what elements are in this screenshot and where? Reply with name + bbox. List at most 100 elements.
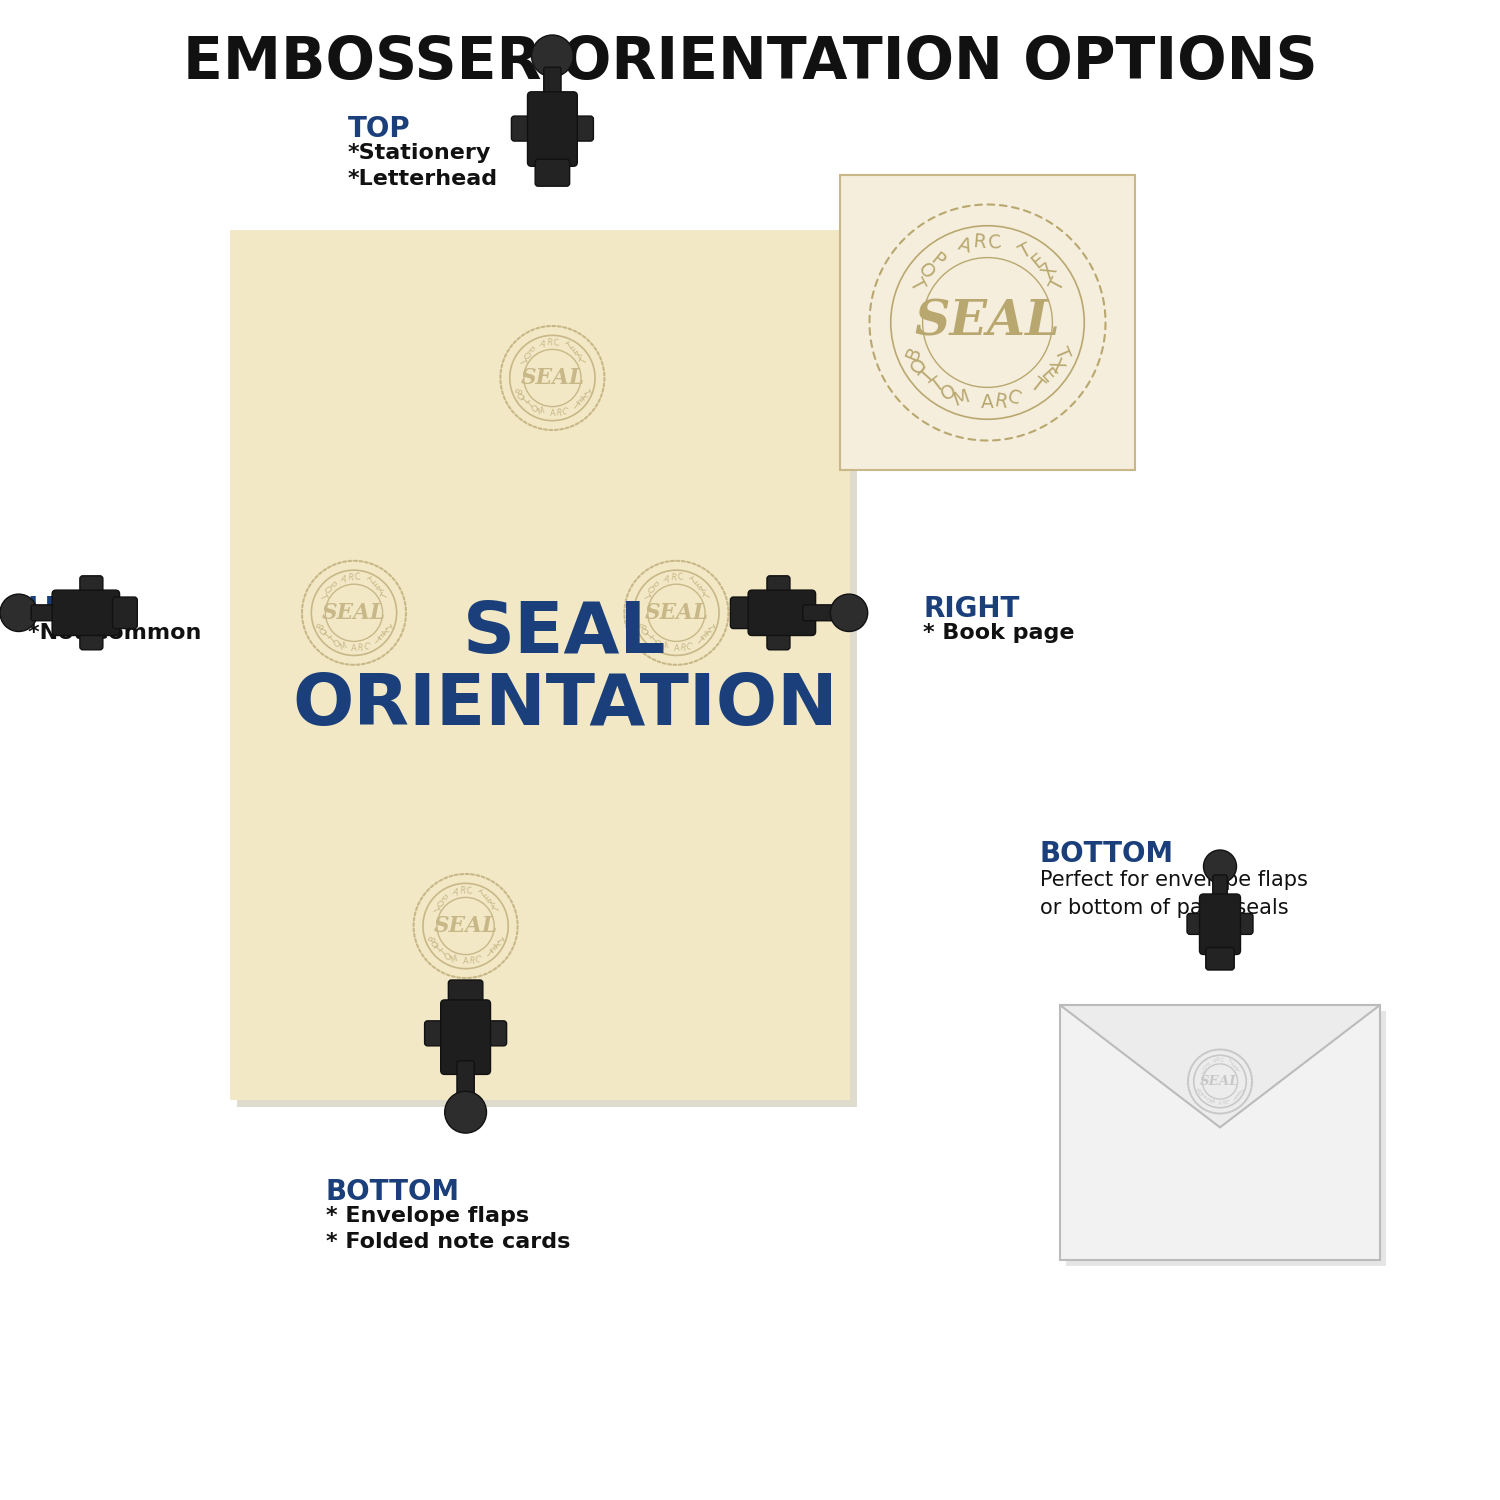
Text: *Not Common: *Not Common [28,622,201,644]
Text: T: T [440,948,448,958]
Text: R: R [669,573,676,582]
Text: X: X [700,627,711,636]
Text: T: T [579,357,588,366]
FancyBboxPatch shape [80,576,104,650]
Text: T: T [702,592,712,600]
Text: T: T [906,274,928,294]
Text: P: P [525,345,534,355]
Text: O: O [938,381,960,405]
Text: T: T [1228,1059,1233,1065]
Text: X: X [378,627,388,636]
Text: * Envelope flaps: * Envelope flaps [326,1206,528,1225]
FancyBboxPatch shape [230,230,850,1100]
Text: T: T [1202,1094,1206,1100]
Text: RIGHT: RIGHT [924,596,1020,622]
Text: T: T [693,636,703,645]
Text: X: X [1234,1065,1240,1071]
Text: C: C [988,232,1004,252]
Text: *Stationery: *Stationery [348,142,490,164]
Text: T: T [580,387,590,396]
Text: * Folded note cards: * Folded note cards [326,1232,570,1252]
Text: O: O [531,404,540,414]
Text: A: A [1212,1058,1216,1064]
Text: R: R [972,232,987,252]
Text: T: T [429,904,439,914]
Text: A: A [549,410,555,419]
FancyBboxPatch shape [1186,914,1252,934]
Text: T: T [688,576,698,586]
Polygon shape [1060,1005,1380,1128]
FancyBboxPatch shape [32,604,64,621]
FancyBboxPatch shape [840,176,1136,470]
Text: R: R [555,408,562,419]
Text: SEAL: SEAL [322,602,386,624]
Text: C: C [676,573,682,582]
Text: T: T [478,890,486,900]
FancyBboxPatch shape [536,159,570,186]
Text: SEAL: SEAL [1200,1076,1240,1088]
Text: T: T [381,622,392,630]
Text: O: O [640,627,652,638]
Text: E: E [1233,1094,1239,1100]
Text: O: O [1206,1098,1212,1104]
Text: E: E [570,345,579,355]
FancyBboxPatch shape [528,92,578,166]
Text: A: A [674,644,680,652]
Text: P: P [650,580,658,591]
Text: X: X [1044,356,1066,376]
Text: T: T [525,400,536,411]
Text: P: P [926,249,946,272]
Text: T: T [1198,1068,1203,1074]
Text: O: O [644,585,654,596]
Circle shape [531,34,573,76]
FancyBboxPatch shape [802,604,837,621]
Text: M: M [536,406,546,417]
FancyBboxPatch shape [237,237,856,1107]
Text: T: T [483,948,492,958]
Text: T: T [327,636,338,645]
Text: TOP: TOP [348,116,410,142]
FancyBboxPatch shape [730,597,754,628]
Text: O: O [432,898,444,909]
Text: R: R [357,644,363,652]
Text: P: P [438,894,448,903]
Text: R: R [348,573,354,582]
Text: E: E [1232,1062,1236,1068]
Text: O: O [444,951,453,963]
Text: B: B [514,387,525,396]
Text: T: T [494,936,504,944]
Text: T: T [1047,274,1070,294]
Text: T: T [650,636,658,645]
Text: C: C [472,954,482,964]
Text: T: T [318,592,328,600]
Text: C: C [684,640,693,651]
Text: E: E [483,894,494,904]
Text: T: T [1016,240,1035,262]
FancyBboxPatch shape [512,116,594,141]
Text: T: T [570,400,579,411]
Text: T: T [1050,345,1072,363]
Text: B: B [316,622,327,632]
Text: R: R [546,338,552,348]
Text: SEAL: SEAL [464,598,666,668]
Text: R: R [1216,1058,1219,1062]
Text: T: T [564,342,573,352]
FancyBboxPatch shape [53,590,120,636]
Text: X: X [578,392,588,402]
Text: SEAL: SEAL [520,368,585,388]
Text: BOTTOM: BOTTOM [326,1178,459,1206]
Text: * Book page: * Book page [924,622,1076,644]
Text: P: P [327,580,336,591]
Text: A: A [981,393,994,412]
Text: B: B [427,936,438,944]
Text: O: O [914,260,938,284]
Text: M: M [338,640,346,651]
Text: E: E [694,580,703,591]
Text: T: T [704,622,714,630]
Text: C: C [1224,1100,1230,1106]
FancyBboxPatch shape [424,1022,507,1046]
Text: X: X [1038,261,1060,282]
FancyBboxPatch shape [1212,874,1227,906]
Text: C: C [354,573,362,582]
Text: M: M [660,640,669,651]
